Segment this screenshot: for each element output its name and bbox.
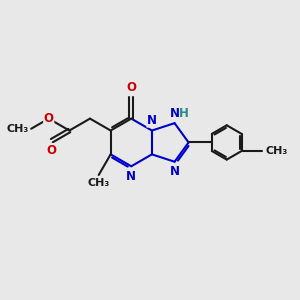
Text: CH₃: CH₃	[7, 124, 29, 134]
Text: O: O	[44, 112, 54, 125]
Text: N: N	[147, 114, 157, 127]
Text: N: N	[169, 107, 180, 120]
Text: O: O	[47, 144, 57, 157]
Text: CH₃: CH₃	[88, 178, 110, 188]
Text: N: N	[169, 165, 180, 178]
Text: H: H	[179, 107, 189, 120]
Text: O: O	[126, 81, 136, 94]
Text: CH₃: CH₃	[265, 146, 288, 156]
Text: N: N	[126, 170, 136, 183]
